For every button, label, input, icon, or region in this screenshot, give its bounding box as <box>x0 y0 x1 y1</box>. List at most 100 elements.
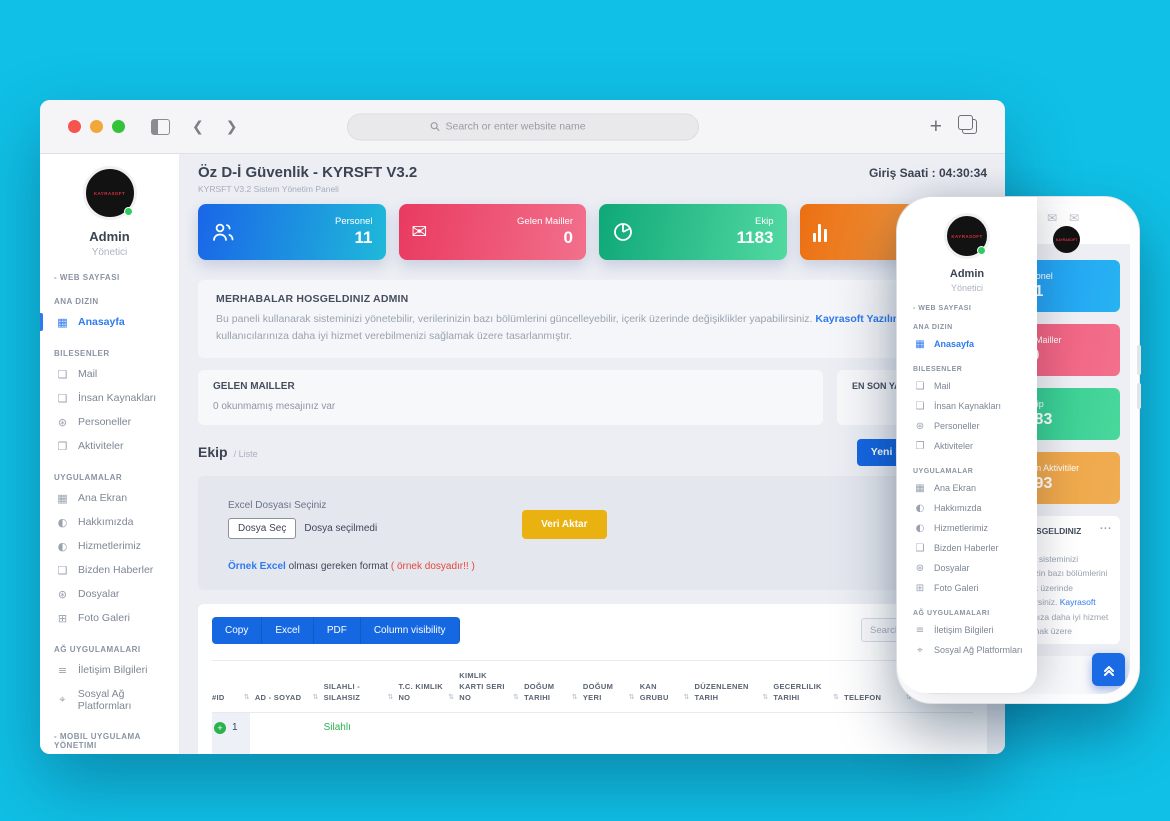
sidebar-item-aktiviteler[interactable]: ❐ Aktiviteler <box>40 434 179 458</box>
sidebar-item-foto-galeri[interactable]: ⊞ Foto Galeri <box>897 578 1037 598</box>
close-window-button[interactable] <box>68 120 81 133</box>
sidebar-item-bizden-haberler[interactable]: ❑ Bizden Haberler <box>897 538 1037 558</box>
table-column-header[interactable]: #ID ⇅ <box>212 692 250 703</box>
envelope-icon[interactable]: ✉ <box>1047 211 1058 225</box>
sidebar-item-label: Ana Ekran <box>78 492 128 504</box>
table-column-header[interactable]: DOĞUM TARIHI ⇅ <box>524 681 578 704</box>
sidebar-item-sosyal-ag-platformlari[interactable]: ⌖ Sosyal Ağ Platformları <box>897 640 1037 660</box>
sidebar-item-mail[interactable]: ❏ Mail <box>897 376 1037 396</box>
browser-search-bar[interactable] <box>346 113 699 140</box>
sidebar-item-anasayfa[interactable]: ▦ Anasayfa <box>897 334 1037 354</box>
table-export-button[interactable]: Copy <box>212 616 263 644</box>
map-pin-icon: ⌖ <box>59 692 66 706</box>
table-column-header[interactable]: KAN GRUBU ⇅ <box>640 681 690 704</box>
new-tab-icon[interactable]: + <box>929 115 942 138</box>
column-label: T.C. KIMLIK NO <box>398 681 443 703</box>
stat-card-personel[interactable]: Personel 11 <box>198 204 386 260</box>
table-column-header[interactable]: SILAHLI - SILAHSIZ ⇅ <box>324 681 394 704</box>
table-column-header[interactable]: T.C. KIMLIK NO ⇅ <box>398 681 454 704</box>
sort-icon[interactable]: ⇅ <box>571 692 579 701</box>
sort-icon[interactable]: ⇅ <box>387 692 394 701</box>
sort-icon[interactable]: ⇅ <box>683 692 690 701</box>
back-icon[interactable]: ❮ <box>192 118 204 135</box>
avatar[interactable]: KAYRASOFT <box>944 213 990 259</box>
sidebar-item-iletisim-bilgileri[interactable]: ≡ İletişim Bilgileri <box>897 620 1037 640</box>
table-column-header[interactable]: AD - SOYAD ⇅ <box>255 692 319 703</box>
sidebar-item-mail[interactable]: ❏ Mail <box>40 362 179 386</box>
sort-icon[interactable]: ⇅ <box>312 692 319 701</box>
sidebar-item-personeller[interactable]: ⊛ Personeller <box>897 416 1037 436</box>
row-expand-button[interactable]: + <box>214 722 226 735</box>
sidebar-item-dosyalar[interactable]: ⊛ Dosyalar <box>40 582 179 606</box>
browser-search-input[interactable] <box>445 120 616 133</box>
sidebar-item-iletisim-bilgileri[interactable]: ≡ İletişim Bilgileri <box>40 658 179 682</box>
scroll-to-top-button[interactable] <box>1092 653 1125 686</box>
forward-icon[interactable]: ❯ <box>225 118 238 135</box>
stat-card-gelen-mailler[interactable]: ✉ Gelen Mailler 0 <box>398 204 586 260</box>
mail-panel-text: 0 okunmamış mesajınız var <box>213 400 336 412</box>
sort-icon[interactable]: ⇅ <box>762 692 769 701</box>
envelope-icon: ✉ <box>411 220 428 243</box>
table-export-button[interactable]: PDF <box>313 616 361 644</box>
sidebar-item-hakkimizda[interactable]: ◐ Hakkımızda <box>40 510 179 534</box>
rows-icon: ≡ <box>57 663 68 677</box>
sidebar-item-sosyal-ag-platformlari[interactable]: ⌖ Sosyal Ağ Platformları <box>40 682 179 717</box>
table-column-header[interactable]: KIMLIK KARTI SERI NO ⇅ <box>459 670 519 704</box>
table-column-header[interactable]: DOĞUM YERI ⇅ <box>583 681 635 704</box>
sample-excel-link[interactable]: Örnek Excel <box>228 560 286 572</box>
sort-icon[interactable]: ⇅ <box>243 692 250 701</box>
sidebar-item-hizmetlerimiz[interactable]: ◐ Hizmetlerimiz <box>897 518 1037 538</box>
sidebar-item-insan-kaynaklari[interactable]: ❏ İnsan Kaynakları <box>897 396 1037 416</box>
sidebar-item-hizmetlerimiz[interactable]: ◐ Hizmetlerimiz <box>40 534 179 558</box>
sidebar-item-foto-galeri[interactable]: ⊞ Foto Galeri <box>40 606 179 630</box>
kayrasoft-link[interactable]: Kayrasoft Yazılım <box>815 313 903 325</box>
sidebar-item-insan-kaynaklari[interactable]: ❏ İnsan Kaynakları <box>40 386 179 410</box>
column-label: GECERLILIK TARIHI <box>773 681 822 703</box>
table-column-header[interactable]: DÜZENLENEN TARIH ⇅ <box>695 681 769 704</box>
half-circle-icon: ◐ <box>57 539 68 553</box>
sidebar-item-label: Aktiviteler <box>78 440 124 452</box>
sidebar-item-label: İnsan Kaynakları <box>934 401 1002 411</box>
online-status-dot <box>123 207 133 216</box>
sidebar-item-hakkimizda[interactable]: ◐ Hakkımızda <box>897 498 1037 518</box>
table-column-header[interactable]: TELEFON ⇅ <box>844 692 912 703</box>
table-export-button[interactable]: Excel <box>262 616 314 644</box>
phone-drawer: KAYRASOFT Admin Yönetici - WEB SAYFASI A… <box>897 197 1037 693</box>
minimize-window-button[interactable] <box>90 120 103 133</box>
import-data-button[interactable]: Veri Aktar <box>522 509 607 539</box>
sidebar-item-label: Personeller <box>78 416 132 428</box>
sidebar-item-ana-ekran[interactable]: ▦ Ana Ekran <box>40 486 179 510</box>
sidebar-item-label: Hakkımızda <box>78 516 134 528</box>
gallery-icon: ⊞ <box>57 611 68 625</box>
sidebar-item-bizden-haberler[interactable]: ❑ Bizden Haberler <box>40 558 179 582</box>
sort-icon[interactable]: ⇅ <box>833 692 840 701</box>
circle-star-icon: ⊛ <box>57 587 68 601</box>
envelope-icon[interactable]: ✉ <box>1069 211 1080 225</box>
choose-file-button[interactable]: Dosya Seç <box>228 517 297 539</box>
sidebar-item-aktiviteler[interactable]: ❐ Aktiviteler <box>897 436 1037 456</box>
sidebar-item-label: Anasayfa <box>78 316 125 328</box>
table-column-header[interactable]: GECERLILIK TARIHI ⇅ <box>773 681 839 704</box>
sort-icon[interactable]: ⇅ <box>513 692 520 701</box>
tab-overview-icon[interactable] <box>958 115 977 134</box>
column-label: AD - SOYAD <box>254 693 302 703</box>
sort-icon[interactable]: ⇅ <box>628 692 635 701</box>
sidebar-item-label: İletişim Bilgileri <box>78 664 148 676</box>
stat-card-ekip[interactable]: Ekip 1183 <box>599 204 787 260</box>
sidebar-group-heading: - MOBIL UYGULAMA YÖNETIMI <box>54 732 141 750</box>
sort-icon[interactable]: ⇅ <box>905 692 913 701</box>
column-label: TELEFON <box>844 693 882 703</box>
panel-menu-icon[interactable]: ... <box>1099 520 1112 532</box>
sort-icon[interactable]: ⇅ <box>448 692 455 701</box>
sidebar-item-anasayfa[interactable]: ▦ Anasayfa <box>40 310 179 334</box>
sidebar-item-personeller[interactable]: ⊛ Personeller <box>40 410 179 434</box>
phone-mockup: ✉ ✉ KAYRASOFT Personel 11 Gelen Mailler … <box>896 196 1141 704</box>
sidebar-item-dosyalar[interactable]: ⊛ Dosyalar <box>897 558 1037 578</box>
no-file-text: Dosya seçilmedi <box>304 522 378 534</box>
maximize-window-button[interactable] <box>112 120 125 133</box>
sidebar-toggle-icon[interactable] <box>151 118 170 135</box>
table-export-button[interactable]: Column visibility <box>360 616 460 644</box>
sidebar-item-ana-ekran[interactable]: ▦ Ana Ekran <box>897 478 1037 498</box>
avatar[interactable]: KAYRASOFT <box>82 166 137 220</box>
